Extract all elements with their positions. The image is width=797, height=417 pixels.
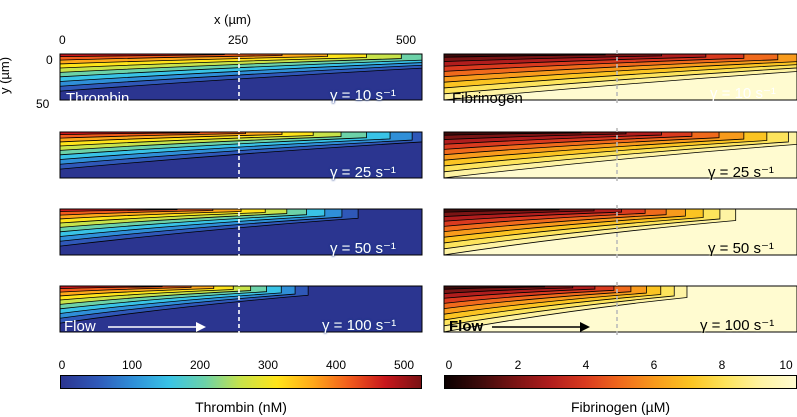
thrombin-panel-name: Thrombin — [66, 90, 130, 107]
thrombin-cb-tick-400: 400 — [325, 358, 347, 372]
fibrinogen-gamma-1: γ = 10 s⁻¹ — [710, 85, 776, 102]
fibrinogen-gamma-2: γ = 25 s⁻¹ — [708, 164, 774, 181]
thrombin-panel-1 — [59, 50, 423, 104]
thrombin-gamma-3: γ = 50 s⁻¹ — [330, 240, 396, 257]
thrombin-panel-border — [59, 53, 423, 101]
y-tick-0: 0 — [46, 53, 53, 67]
fibrinogen-panel-name: Fibrinogen — [452, 90, 523, 107]
thrombin-colorbar — [60, 375, 422, 389]
thrombin-flow-arrow — [108, 322, 206, 332]
fibrinogen-panel-2 — [443, 128, 797, 182]
fibrinogen-cb-tick-2: 2 — [514, 358, 522, 372]
thrombin-contour-band — [60, 286, 163, 290]
thrombin-panel-border — [59, 285, 423, 333]
thrombin-contour-band — [60, 54, 225, 58]
thrombin-panel-3 — [59, 205, 423, 259]
thrombin-cb-tick-300: 300 — [257, 358, 279, 372]
fibrinogen-panel-3 — [443, 205, 797, 259]
fibrinogen-cb-tick-4: 4 — [582, 358, 590, 372]
fibrinogen-flow-arrow — [492, 322, 590, 332]
thrombin-flow-label: Flow — [64, 318, 96, 335]
y-tick-50: 50 — [36, 97, 50, 111]
thrombin-cb-tick-0: 0 — [58, 358, 66, 372]
fibrinogen-flow-label: Flow — [449, 318, 484, 335]
thrombin-contour-band — [60, 209, 178, 213]
fibrinogen-gamma-3: γ = 50 s⁻¹ — [708, 240, 774, 257]
x-tick-0: 0 — [59, 33, 66, 47]
thrombin-panel-4 — [59, 282, 423, 336]
fibrinogen-cb-tick-10: 10 — [779, 358, 793, 372]
x-tick-250: 250 — [228, 33, 249, 47]
fibrinogen-panel-border — [443, 208, 797, 256]
thrombin-panel-2 — [59, 128, 423, 182]
thrombin-contour-band — [60, 132, 200, 136]
fibrinogen-colorbar — [444, 375, 797, 389]
fibrinogen-cb-tick-8: 8 — [718, 358, 726, 372]
fibrinogen-panel-border — [443, 131, 797, 179]
thrombin-gamma-1: γ = 10 s⁻¹ — [330, 87, 396, 104]
fibrinogen-cb-tick-6: 6 — [650, 358, 658, 372]
fibrinogen-panel-border — [443, 53, 797, 101]
fibrinogen-contour-band — [444, 54, 606, 58]
thrombin-panel-border — [59, 131, 423, 179]
fibrinogen-colorbar-title: Fibrinogen (µM) — [570, 399, 671, 415]
fibrinogen-panel-1 — [443, 50, 797, 104]
thrombin-panel-border — [59, 208, 423, 256]
thrombin-cb-tick-100: 100 — [121, 358, 143, 372]
thrombin-gamma-4: γ = 100 s⁻¹ — [322, 317, 397, 334]
thrombin-colorbar-title: Thrombin (nM) — [195, 399, 287, 415]
fibrinogen-contour-band — [444, 286, 546, 290]
x-axis-title: x (µm) — [214, 12, 252, 27]
fibrinogen-panel-4 — [443, 282, 797, 336]
fibrinogen-gamma-4: γ = 100 s⁻¹ — [700, 317, 775, 334]
thrombin-cb-tick-200: 200 — [189, 358, 211, 372]
x-tick-500: 500 — [396, 33, 417, 47]
fibrinogen-contour-band — [444, 132, 582, 136]
fibrinogen-cb-tick-0: 0 — [445, 358, 453, 372]
thrombin-gamma-2: γ = 25 s⁻¹ — [330, 164, 396, 181]
fibrinogen-contour-band — [444, 209, 560, 213]
thrombin-cb-tick-500: 500 — [393, 358, 415, 372]
fibrinogen-panel-border — [443, 285, 797, 333]
